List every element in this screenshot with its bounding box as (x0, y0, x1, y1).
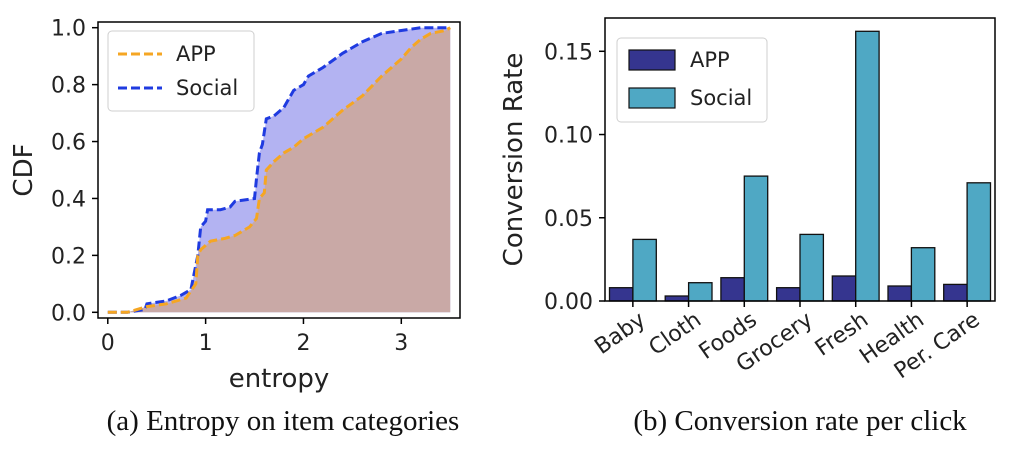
y-tick-label: 0.2 (51, 244, 86, 269)
line-app (107, 26, 451, 314)
legend: APP Social (616, 37, 768, 123)
caption-a: (a) Entropy on item categories (107, 405, 460, 437)
legend: APP Social (107, 30, 255, 112)
y-tick-label: 0.05 (544, 207, 593, 232)
x-tick-label: 0 (101, 331, 115, 356)
y-tick-label: 0.8 (51, 74, 86, 99)
bar-social-cloth (687, 282, 713, 302)
legend-label-social: Social (176, 76, 238, 100)
plot-frame (97, 21, 461, 319)
legend-swatch-app (628, 49, 676, 71)
y-axis-label: CDF (9, 143, 39, 196)
entropy-cdf-chart: 0.0 0.2 0.4 0.6 0.8 1.0 0 1 2 3 entropy CDF APP Socia… (9, 17, 461, 437)
y-tick-label: 0.00 (544, 290, 593, 315)
x-axis-label: entropy (229, 364, 330, 394)
bar-app-baby (608, 287, 634, 302)
x-tick-label: 3 (394, 331, 408, 356)
x-tick-label: Baby (590, 307, 650, 359)
bar-app-fresh (831, 275, 857, 302)
caption-b: (b) Conversion rate per click (633, 405, 967, 437)
bar-app-health (887, 285, 913, 302)
x-tick-label: 1 (199, 331, 213, 356)
y-tick-label: 0.6 (51, 131, 86, 156)
legend-swatch-social (628, 87, 676, 109)
bar-social-grocery (799, 233, 825, 302)
legend-box (107, 30, 255, 112)
y-tick-label: 1.0 (51, 17, 86, 42)
bar-app-foods (720, 277, 745, 302)
line-social (107, 26, 451, 314)
legend-label-social: Social (690, 86, 752, 110)
bar-social-foods (743, 175, 769, 302)
bar-social-fresh (855, 30, 880, 302)
y-axis-label: Conversion Rate (499, 53, 529, 267)
y-tick-label: 0.0 (51, 301, 86, 326)
bar-app-grocery (775, 287, 801, 302)
legend-label-app: APP (690, 48, 730, 72)
bar-social-baby (632, 238, 657, 302)
x-tick-label: 2 (296, 331, 310, 356)
bar-app-per-care (943, 283, 968, 302)
y-tick-label: 0.10 (544, 124, 593, 149)
area-app (107, 27, 451, 313)
plot-frame (604, 17, 996, 302)
bar-social-per-care (966, 182, 992, 302)
bar-social-health (910, 247, 936, 302)
x-tick-label: Cloth (645, 307, 706, 360)
legend-label-app: APP (176, 42, 216, 66)
y-tick-label: 0.15 (544, 40, 593, 65)
y-tick-label: 0.4 (51, 187, 86, 212)
